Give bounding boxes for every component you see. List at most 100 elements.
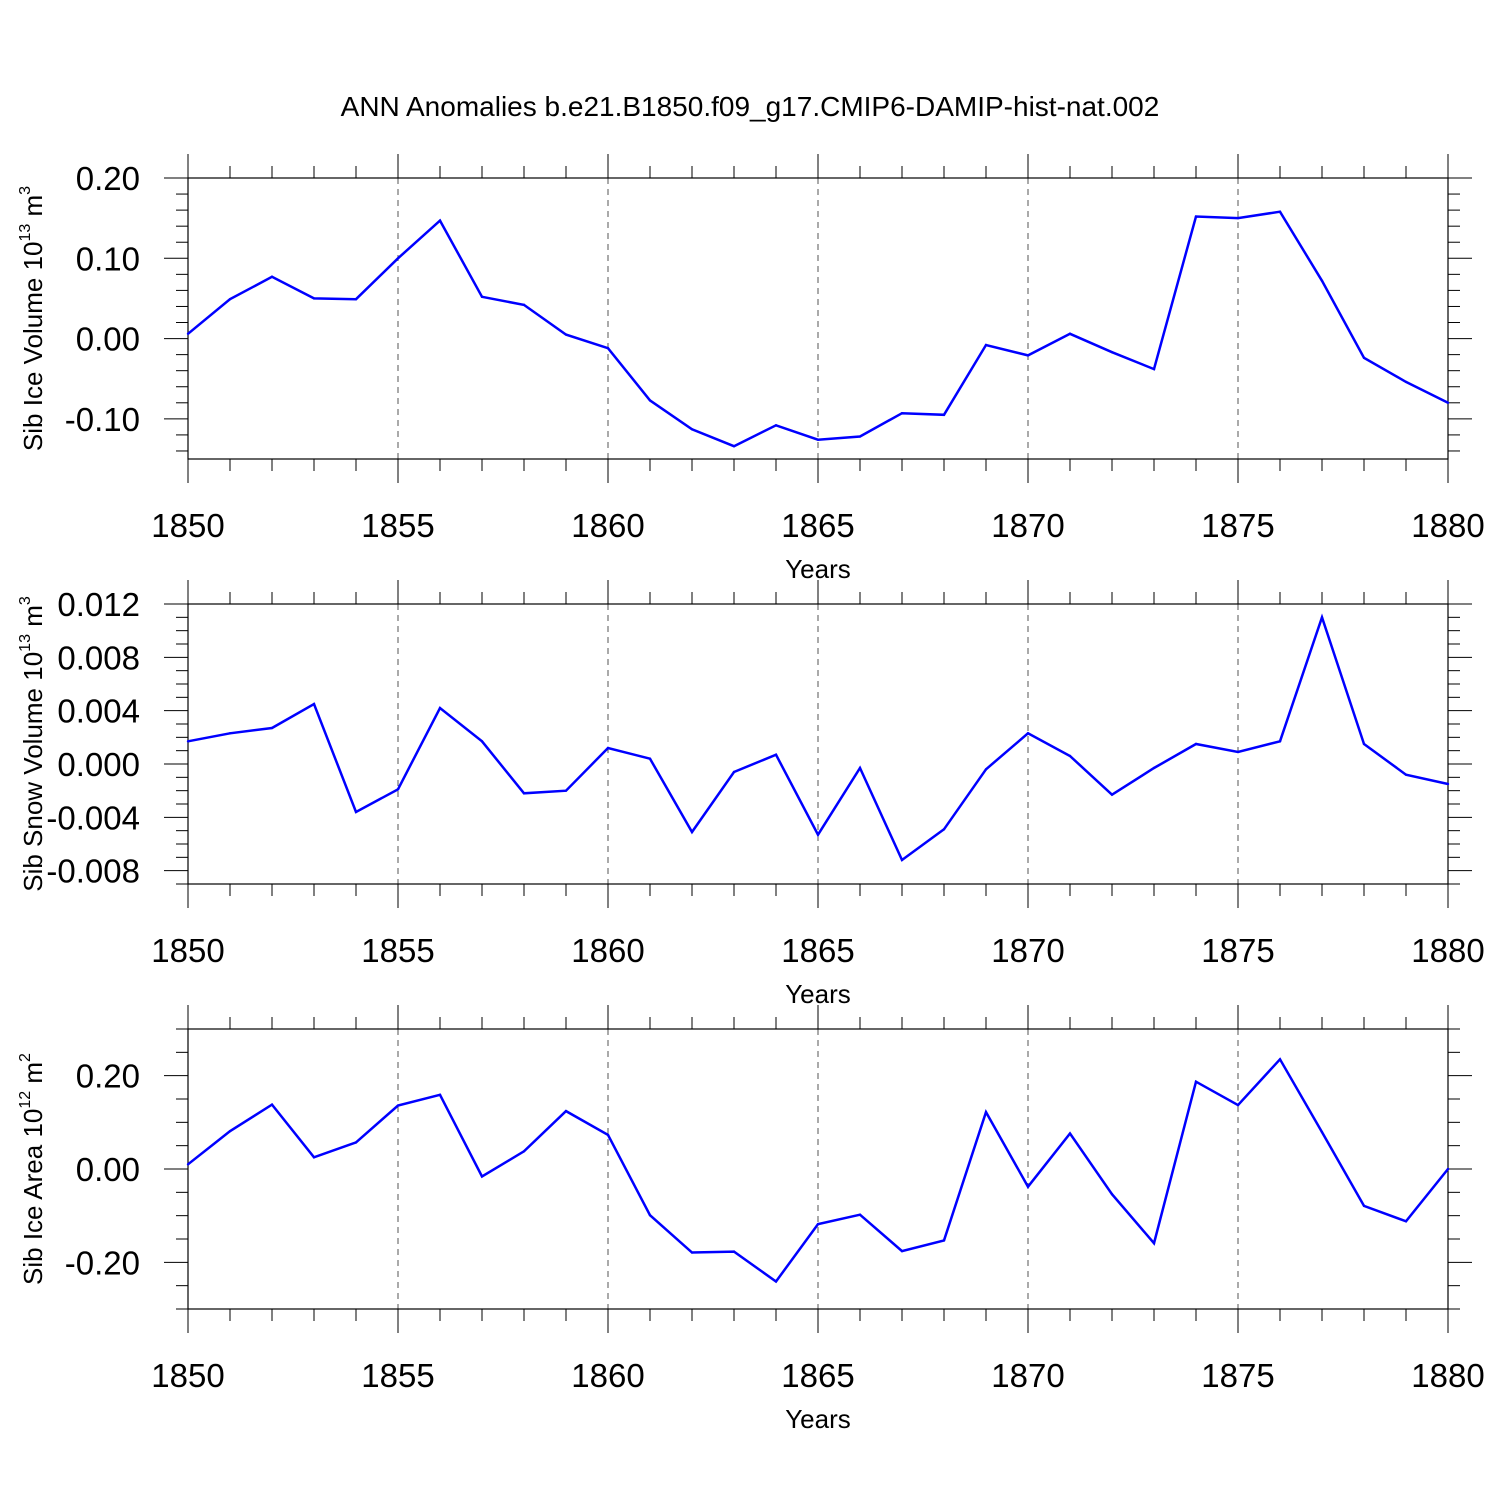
data-point — [1362, 742, 1366, 746]
data-point — [732, 1250, 736, 1253]
y-tick-label: -0.008 — [46, 853, 140, 890]
y-axis-label: Sib Ice Volume 1013 m3 — [17, 186, 48, 451]
data-point — [1110, 793, 1114, 796]
x-axis-label: Years — [785, 1404, 851, 1434]
y-tick-label: 0.012 — [57, 586, 140, 623]
data-point — [1026, 732, 1030, 735]
data-point — [942, 1239, 946, 1242]
data-point — [1068, 754, 1072, 758]
x-tick-label: 1850 — [151, 507, 224, 544]
data-point — [942, 413, 946, 417]
data-point — [1236, 750, 1240, 754]
data-point — [1362, 1204, 1366, 1208]
data-point — [816, 1222, 820, 1226]
data-point — [984, 343, 988, 347]
data-point — [1320, 616, 1324, 619]
x-tick-label: 1855 — [361, 932, 434, 969]
y-tick-label: 0.20 — [76, 1058, 140, 1095]
data-point — [1110, 351, 1114, 354]
data-point — [984, 768, 988, 771]
y-tick-label: -0.004 — [46, 799, 140, 836]
x-tick-label: 1875 — [1201, 1357, 1274, 1394]
x-axis-label: Years — [785, 979, 851, 1009]
data-point — [690, 830, 694, 834]
x-tick-label: 1850 — [151, 932, 224, 969]
x-tick-label: 1880 — [1411, 932, 1484, 969]
y-axis-label: Sib Ice Area 1012 m2 — [17, 1053, 48, 1285]
data-point — [1152, 367, 1156, 371]
data-point — [858, 1213, 862, 1216]
data-point — [564, 1109, 568, 1113]
data-point — [690, 1251, 694, 1254]
data-point — [732, 770, 736, 774]
data-point — [1194, 742, 1198, 746]
panel-sib-ice-volume: -0.10 0.00 0.10 0.20 1850 1855 1860 1865 1870 187… — [17, 154, 1485, 584]
x-axis-label: Years — [785, 554, 851, 584]
data-point — [1278, 1058, 1282, 1061]
data-point — [606, 347, 610, 350]
data-point — [438, 219, 442, 222]
data-point — [1404, 380, 1408, 384]
data-point — [1152, 766, 1156, 770]
data-point — [354, 298, 358, 301]
data-point — [1362, 356, 1366, 360]
data-point — [186, 740, 190, 743]
data-point — [1110, 1193, 1114, 1196]
data-point — [1152, 1242, 1156, 1245]
data-point — [312, 297, 316, 300]
figure-title: ANN Anomalies b.e21.B1850.f09_g17.CMIP6-… — [341, 91, 1160, 122]
data-point — [312, 1156, 316, 1159]
data-point — [522, 792, 526, 795]
data-point — [480, 295, 484, 299]
data-point — [228, 732, 232, 735]
panel-sib-ice-area: -0.20 0.00 0.20 1850 1855 1860 1865 1870 1875 188… — [17, 1005, 1485, 1434]
x-tick-label: 1860 — [571, 932, 644, 969]
data-point — [1068, 1132, 1072, 1135]
data-point — [438, 706, 442, 710]
data-point — [270, 1103, 274, 1106]
data-point — [606, 1133, 610, 1137]
data-point — [1194, 215, 1198, 218]
data-point — [438, 1093, 442, 1097]
y-tick-label: 0.10 — [76, 240, 140, 277]
series-line — [187, 1057, 1449, 1284]
data-point — [228, 1130, 232, 1133]
plot-frame — [187, 603, 1449, 885]
x-tick-label: 1865 — [781, 507, 854, 544]
data-point — [1026, 354, 1030, 357]
data-point — [270, 726, 274, 730]
data-point — [1320, 1130, 1324, 1134]
data-point — [1446, 782, 1450, 786]
data-point — [1068, 332, 1072, 335]
data-point — [1236, 216, 1240, 220]
data-point — [1278, 210, 1282, 213]
data-point — [186, 1163, 190, 1166]
x-tick-label: 1855 — [361, 1357, 434, 1394]
data-point — [942, 828, 946, 831]
plot-frame — [187, 177, 1449, 460]
data-point — [228, 298, 232, 301]
data-point — [858, 766, 862, 770]
y-tick-label: 0.00 — [76, 321, 140, 358]
y-tick-label: -0.20 — [65, 1244, 140, 1281]
data-point — [354, 1141, 358, 1144]
y-tick-label: -0.10 — [65, 401, 140, 438]
data-point — [1320, 279, 1324, 282]
data-point — [900, 1249, 904, 1253]
x-tick-label: 1850 — [151, 1357, 224, 1394]
data-point — [984, 1110, 988, 1114]
data-point — [1446, 1167, 1450, 1171]
data-point — [816, 833, 820, 836]
data-point — [774, 424, 778, 427]
data-point — [396, 257, 400, 260]
y-tick-label: 0.004 — [57, 693, 140, 730]
data-point — [396, 1104, 400, 1107]
x-tick-label: 1860 — [571, 507, 644, 544]
data-point — [480, 1175, 484, 1178]
data-point — [522, 303, 526, 307]
x-tick-label: 1865 — [781, 1357, 854, 1394]
plot-frame — [187, 1028, 1449, 1310]
data-point — [648, 757, 652, 760]
y-tick-label: 0.008 — [57, 639, 140, 676]
